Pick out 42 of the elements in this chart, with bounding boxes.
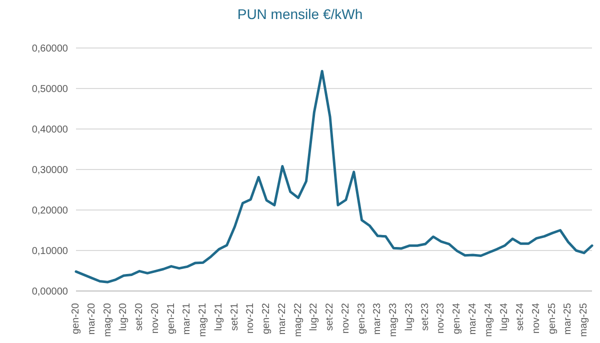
x-tick-label: gen-22 — [261, 302, 272, 334]
y-tick-label: 0,50000 — [32, 84, 68, 96]
x-tick-label: gen-24 — [452, 302, 463, 334]
x-tick-label: mar-23 — [372, 302, 384, 335]
x-tick-label: mar-25 — [562, 302, 574, 335]
line-series — [74, 70, 594, 284]
y-tick-label: 0,20000 — [32, 206, 68, 217]
x-tick-label: nov-20 — [150, 302, 161, 334]
x-tick-label: mar-24 — [467, 302, 478, 335]
x-tick-label: mag-20 — [102, 302, 114, 337]
x-tick-label: gen-25 — [546, 302, 558, 334]
x-tick-label: gen-20 — [70, 302, 82, 334]
x-tick-label: set-22 — [324, 302, 336, 331]
x-tick-label: set-23 — [420, 302, 431, 331]
x-tick-label: mag-21 — [198, 302, 209, 337]
x-tick-label: nov-21 — [245, 302, 256, 334]
x-tick-label: nov-23 — [436, 302, 447, 334]
x-tick-label: mag-23 — [388, 302, 400, 337]
x-tick-label: mar-21 — [182, 302, 193, 335]
x-tick-label: gen-21 — [166, 302, 177, 334]
x-tick-label: nov-22 — [340, 302, 352, 334]
x-tick-label: set-24 — [515, 302, 526, 331]
x-tick-label: mar-20 — [86, 302, 98, 335]
y-tick-label: 0,30000 — [32, 165, 68, 176]
x-tick-label: mar-22 — [276, 302, 288, 335]
x-tick-label: lug-22 — [308, 302, 320, 331]
x-tick-label: lug-23 — [404, 302, 415, 331]
x-tick-label: mag-22 — [292, 302, 304, 337]
x-tick-label: set-20 — [134, 302, 146, 331]
y-tick-label: 0,10000 — [32, 246, 68, 258]
x-tick-label: mag-25 — [578, 302, 590, 337]
x-tick-label: gen-23 — [356, 302, 368, 334]
x-tick-label: lug-21 — [213, 302, 224, 331]
y-tick-label: 0,60000 — [32, 44, 68, 55]
y-tick-label: 0,00000 — [32, 286, 68, 298]
y-tick-label: 0,40000 — [32, 124, 68, 136]
x-tick-label: nov-24 — [530, 302, 542, 334]
chart-title: PUN mensile €/kWh — [236, 6, 364, 22]
x-tick-label: lug-20 — [118, 302, 130, 331]
x-tick-label: lug-24 — [499, 302, 510, 331]
x-tick-label: set-21 — [229, 302, 240, 331]
x-tick-label: mag-24 — [483, 302, 494, 337]
